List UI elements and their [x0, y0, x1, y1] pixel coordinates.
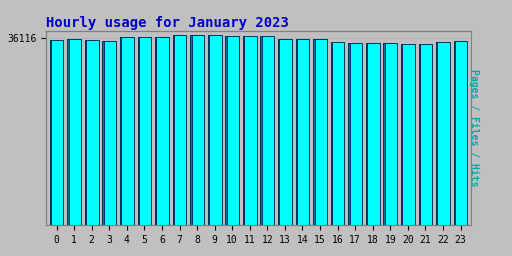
Bar: [85, 40, 86, 225]
Bar: [331, 42, 332, 225]
Bar: [155, 37, 169, 225]
Bar: [173, 35, 186, 225]
Bar: [68, 38, 69, 225]
Bar: [401, 44, 402, 225]
Y-axis label: Pages / Files / Hits: Pages / Files / Hits: [470, 69, 479, 187]
Bar: [225, 36, 239, 225]
Bar: [418, 44, 420, 225]
Bar: [261, 36, 274, 225]
Bar: [418, 44, 432, 225]
Bar: [348, 43, 350, 225]
Bar: [261, 36, 262, 225]
Bar: [50, 39, 63, 225]
Bar: [348, 43, 362, 225]
Bar: [454, 41, 467, 225]
Text: Hourly usage for January 2023: Hourly usage for January 2023: [46, 16, 289, 29]
Bar: [50, 39, 51, 225]
Bar: [155, 37, 157, 225]
Bar: [208, 35, 209, 225]
Bar: [331, 42, 345, 225]
Bar: [190, 35, 204, 225]
Bar: [85, 40, 99, 225]
Bar: [313, 38, 314, 225]
Bar: [225, 36, 227, 225]
Bar: [295, 39, 297, 225]
Bar: [243, 36, 244, 225]
Bar: [173, 35, 174, 225]
Bar: [278, 39, 292, 225]
Bar: [436, 42, 450, 225]
Bar: [278, 39, 280, 225]
Bar: [366, 43, 367, 225]
Bar: [383, 43, 385, 225]
Bar: [313, 38, 327, 225]
Bar: [120, 37, 134, 225]
Bar: [138, 37, 139, 225]
Bar: [436, 42, 437, 225]
Bar: [454, 41, 455, 225]
Bar: [120, 37, 121, 225]
Bar: [366, 43, 379, 225]
Bar: [401, 44, 415, 225]
Bar: [190, 35, 191, 225]
Bar: [295, 39, 309, 225]
Bar: [138, 37, 151, 225]
Bar: [243, 36, 257, 225]
Bar: [68, 38, 81, 225]
Bar: [383, 43, 397, 225]
Bar: [102, 41, 116, 225]
Bar: [208, 35, 222, 225]
Bar: [102, 41, 104, 225]
